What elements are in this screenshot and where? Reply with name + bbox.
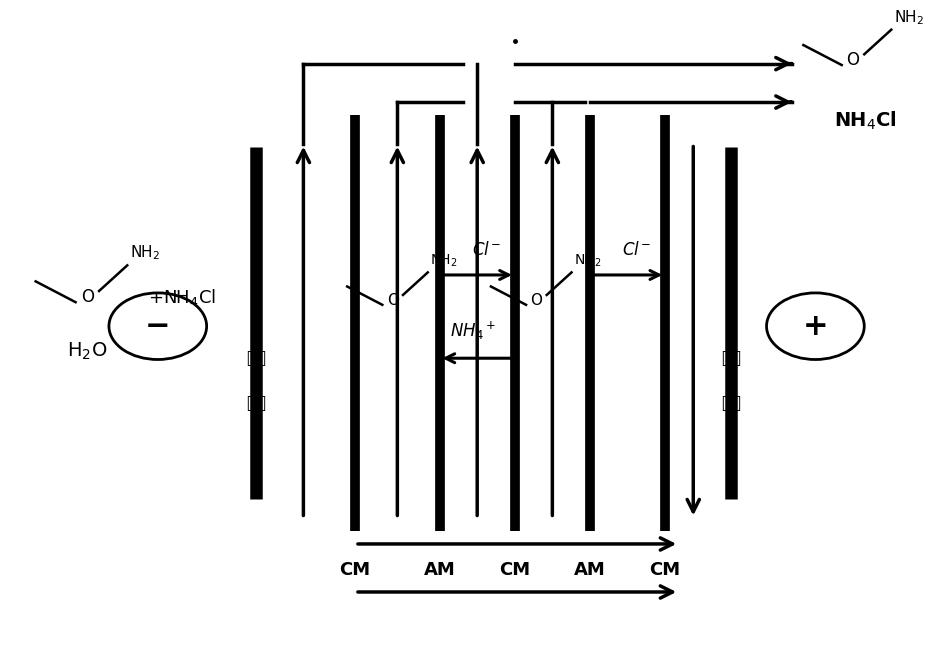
Text: NH$_2$: NH$_2$: [573, 253, 600, 269]
Text: +: +: [801, 312, 827, 340]
Text: O: O: [846, 52, 858, 69]
Text: 正极: 正极: [720, 394, 740, 412]
Text: H$_2$O: H$_2$O: [67, 341, 108, 362]
Text: CM: CM: [498, 561, 530, 579]
Text: NH$_4$Cl: NH$_4$Cl: [834, 110, 896, 132]
Text: AM: AM: [423, 561, 455, 579]
Text: +NH$_4$Cl: +NH$_4$Cl: [148, 287, 216, 308]
Text: CM: CM: [339, 561, 370, 579]
Text: NH$_2$: NH$_2$: [430, 253, 457, 269]
Text: NH$_2$: NH$_2$: [893, 8, 923, 26]
Text: NH$_4$$^+$: NH$_4$$^+$: [449, 320, 495, 342]
Text: O: O: [530, 293, 542, 308]
Text: −: −: [144, 312, 170, 340]
Text: 极液: 极液: [720, 349, 740, 367]
Text: CM: CM: [649, 561, 680, 579]
Text: 极液: 极液: [246, 349, 266, 367]
Text: Cl$^-$: Cl$^-$: [622, 241, 650, 259]
Text: O: O: [81, 288, 93, 306]
Text: Cl$^-$: Cl$^-$: [471, 241, 500, 259]
Text: NH$_2$: NH$_2$: [129, 243, 160, 262]
Text: AM: AM: [573, 561, 605, 579]
Text: O: O: [386, 293, 398, 308]
Text: 负极: 负极: [246, 394, 266, 412]
